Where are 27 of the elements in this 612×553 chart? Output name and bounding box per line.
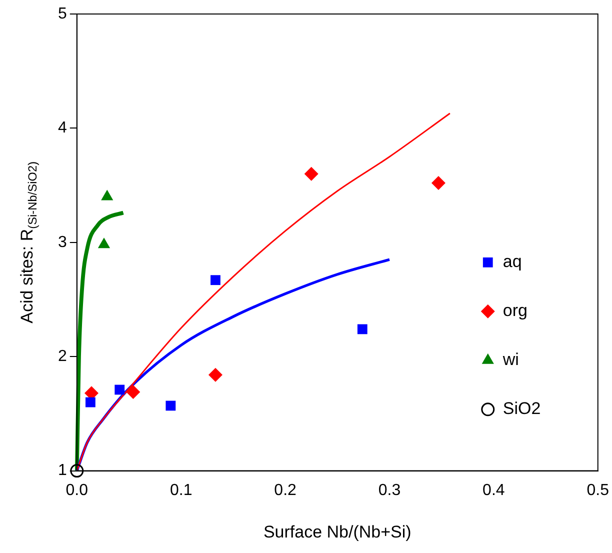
point — [126, 385, 140, 399]
legend-label: SiO2 — [502, 399, 541, 418]
point — [114, 384, 125, 395]
y-tick-label: 4 — [58, 120, 67, 137]
point — [431, 176, 446, 190]
point — [70, 464, 84, 478]
x-tick-label: 0.1 — [170, 482, 192, 499]
y-tick-label: 3 — [58, 234, 67, 251]
legend-label: org — [502, 301, 528, 320]
point — [210, 275, 220, 286]
y-tick-label: 2 — [58, 348, 67, 366]
point — [166, 400, 176, 411]
y-tick-label: 1 — [58, 462, 67, 480]
point — [357, 324, 368, 334]
x-tick-label: 0.4 — [482, 482, 505, 499]
x-axis-title: Surface Nb/(Nb+Si) — [263, 522, 412, 542]
y-tick-label: 5 — [58, 5, 67, 22]
legend-label: aq — [502, 252, 522, 272]
x-tick-label: 0.2 — [274, 482, 297, 499]
y-axis-title: Acid sites: R(Si-Nb/SiO2) — [18, 161, 40, 324]
x-tick-label: 0.0 — [66, 482, 88, 499]
legend-label: wi — [502, 350, 519, 370]
point — [208, 368, 222, 382]
point — [85, 397, 96, 408]
x-tick-label: 0.3 — [378, 482, 401, 499]
x-tick-label: 0.5 — [586, 482, 610, 499]
point — [304, 166, 318, 181]
